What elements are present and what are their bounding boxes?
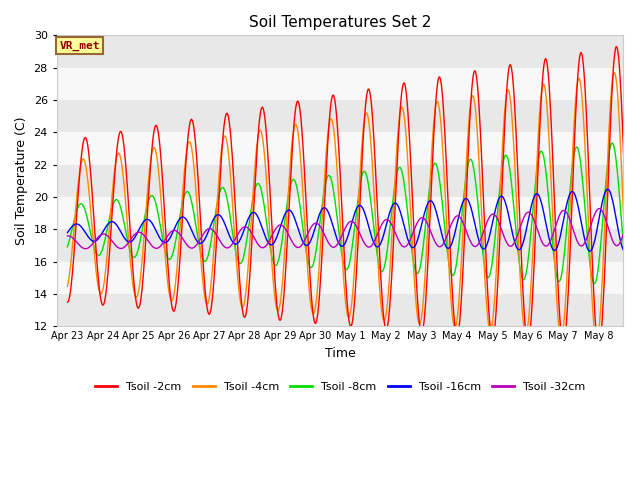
Line: Tsoil -32cm: Tsoil -32cm — [67, 207, 634, 249]
Tsoil -16cm — [604, 186, 611, 192]
Tsoil -8cm — [410, 257, 417, 263]
Tsoil -16cm — [284, 208, 291, 214]
Tsoil -4cm — [441, 188, 449, 194]
Line: Tsoil -4cm: Tsoil -4cm — [67, 72, 634, 344]
Tsoil -8cm — [630, 263, 638, 268]
Text: VR_met: VR_met — [60, 40, 100, 51]
Line: Tsoil -16cm: Tsoil -16cm — [67, 189, 634, 252]
Tsoil -8cm — [262, 217, 270, 223]
Tsoil -2cm — [630, 348, 638, 354]
Tsoil -32cm — [410, 228, 418, 233]
Tsoil -8cm — [441, 227, 449, 233]
Bar — [57, 165, 623, 197]
Tsoil -8cm — [130, 254, 138, 260]
Bar — [57, 36, 623, 68]
Tsoil -32cm — [263, 242, 271, 248]
Tsoil -8cm — [234, 258, 242, 264]
Legend: Tsoil -2cm, Tsoil -4cm, Tsoil -8cm, Tsoil -16cm, Tsoil -32cm: Tsoil -2cm, Tsoil -4cm, Tsoil -8cm, Tsoi… — [91, 378, 589, 396]
Tsoil -32cm — [63, 233, 71, 239]
Y-axis label: Soil Temperature (C): Soil Temperature (C) — [15, 117, 28, 245]
Bar — [57, 100, 623, 132]
Bar — [57, 68, 623, 100]
Tsoil -16cm — [410, 245, 417, 251]
Tsoil -4cm — [628, 341, 636, 347]
Tsoil -16cm — [63, 230, 71, 236]
Tsoil -4cm — [234, 280, 242, 286]
Tsoil -32cm — [81, 246, 89, 252]
Line: Tsoil -2cm: Tsoil -2cm — [67, 47, 634, 351]
Tsoil -32cm — [285, 231, 292, 237]
X-axis label: Time: Time — [324, 347, 356, 360]
Tsoil -16cm — [130, 236, 138, 241]
Bar — [57, 262, 623, 294]
Tsoil -2cm — [284, 232, 291, 238]
Bar — [57, 132, 623, 165]
Tsoil -8cm — [626, 283, 634, 288]
Tsoil -2cm — [234, 254, 242, 260]
Tsoil -4cm — [130, 288, 138, 294]
Tsoil -2cm — [262, 129, 270, 134]
Tsoil -32cm — [131, 231, 138, 237]
Tsoil -4cm — [63, 284, 71, 289]
Line: Tsoil -8cm: Tsoil -8cm — [67, 143, 634, 286]
Tsoil -4cm — [284, 201, 291, 207]
Bar — [57, 197, 623, 229]
Tsoil -4cm — [410, 259, 417, 265]
Tsoil -8cm — [608, 140, 616, 146]
Tsoil -16cm — [441, 241, 449, 247]
Tsoil -8cm — [284, 197, 291, 203]
Tsoil -2cm — [63, 300, 71, 305]
Title: Soil Temperatures Set 2: Soil Temperatures Set 2 — [249, 15, 431, 30]
Tsoil -2cm — [441, 133, 449, 139]
Bar — [57, 294, 623, 326]
Tsoil -16cm — [621, 249, 629, 255]
Tsoil -16cm — [630, 217, 638, 223]
Tsoil -2cm — [130, 280, 138, 286]
Tsoil -32cm — [630, 204, 638, 210]
Tsoil -2cm — [410, 214, 417, 219]
Bar — [57, 229, 623, 262]
Tsoil -2cm — [612, 44, 620, 49]
Tsoil -32cm — [442, 236, 449, 242]
Tsoil -32cm — [235, 229, 243, 235]
Tsoil -4cm — [262, 173, 270, 179]
Tsoil -4cm — [611, 70, 618, 75]
Tsoil -4cm — [630, 332, 638, 338]
Tsoil -16cm — [262, 236, 270, 242]
Tsoil -16cm — [234, 240, 242, 246]
Tsoil -8cm — [63, 244, 71, 250]
